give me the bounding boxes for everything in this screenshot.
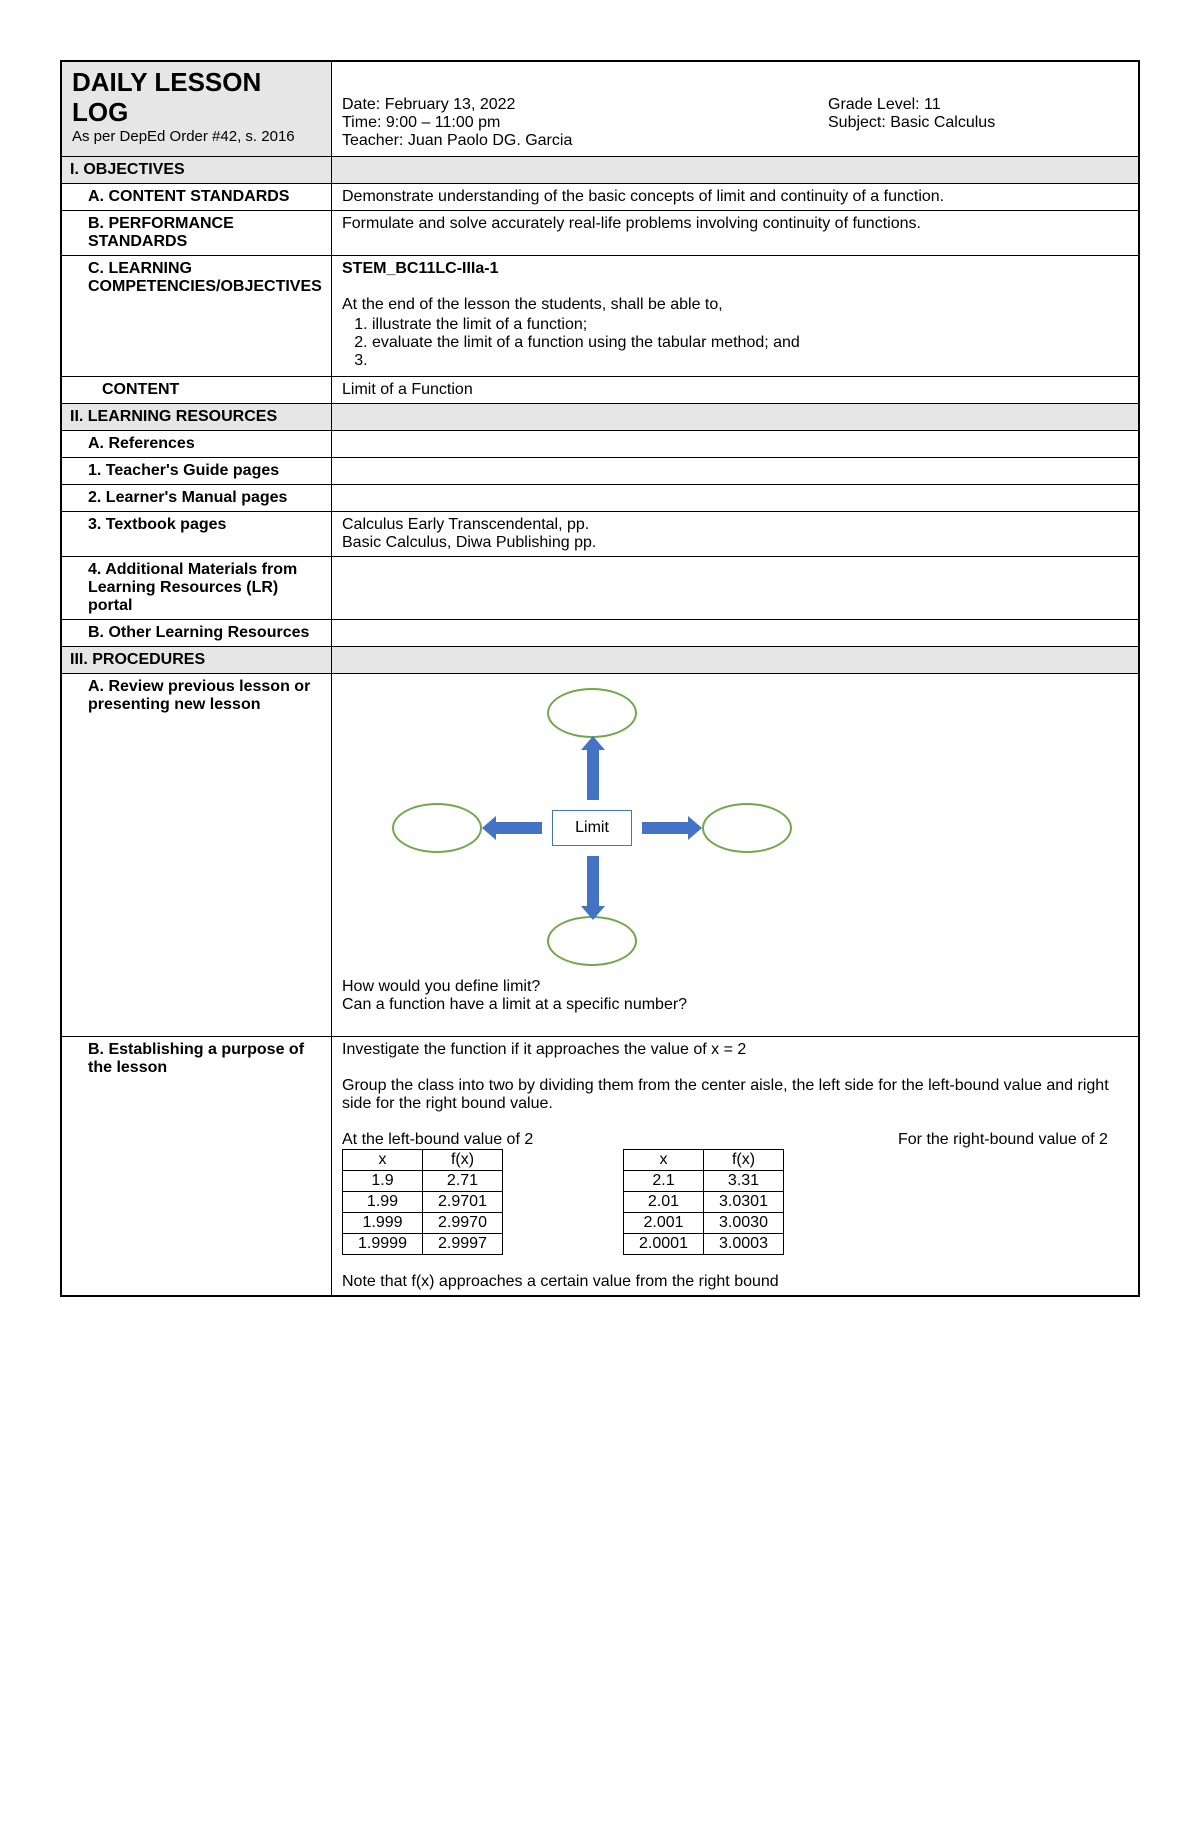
competency-item [372,352,1128,370]
grade-text: Grade Level: 11 [828,96,1128,114]
table-header: x [624,1150,704,1171]
teacher-text: Teacher: Juan Paolo DG. Garcia [342,132,828,150]
table-cell: 1.99 [343,1192,423,1213]
table-header: f(x) [704,1150,784,1171]
header-title-cell: DAILY LESSON LOG As per DepEd Order #42,… [62,62,332,156]
other-resources-label: B. Other Learning Resources [62,620,332,646]
ellipse-icon [392,803,482,853]
arrow-right-icon [688,816,702,840]
table-header: x [343,1150,423,1171]
table-cell: 1.999 [343,1213,423,1234]
table-cell: 1.9 [343,1171,423,1192]
textbook-line: Calculus Early Transcendental, pp. [342,516,1128,534]
performance-standards-text: Formulate and solve accurately real-life… [332,211,1138,255]
content-standards-label: A. CONTENT STANDARDS [62,184,332,210]
section-resources: II. LEARNING RESOURCES [62,404,1138,431]
arrow-up-icon [581,736,605,750]
table-cell: 2.0001 [624,1234,704,1255]
section-heading: III. PROCEDURES [62,647,332,673]
date-text: Date: February 13, 2022 [342,96,828,114]
textbook-text: Calculus Early Transcendental, pp. Basic… [332,512,1138,556]
question-text: Can a function have a limit at a specifi… [342,996,1128,1014]
table-cell: 2.9701 [423,1192,503,1213]
table-cell: 1.9999 [343,1234,423,1255]
competency-item: evaluate the limit of a function using t… [372,334,1128,352]
limit-box: Limit [552,810,632,846]
competency-code: STEM_BC11LC-IIIa-1 [342,260,1128,278]
table-cell: 2.01 [624,1192,704,1213]
table-cell: 2.9970 [423,1213,503,1234]
textbook-line: Basic Calculus, Diwa Publishing pp. [342,534,1128,552]
ellipse-icon [547,688,637,738]
competency-item: illustrate the limit of a function; [372,316,1128,334]
purpose-label: B. Establishing a purpose of the lesson [62,1037,332,1295]
arrow-down-icon [587,856,599,908]
section-procedures: III. PROCEDURES [62,647,1138,674]
review-cell: Limit How would you define limit? Can a … [332,674,1138,1036]
value-tables: xf(x) 1.92.71 1.992.9701 1.9992.9970 1.9… [342,1149,1128,1255]
arrow-down-icon [581,906,605,920]
teachers-guide-label: 1. Teacher's Guide pages [62,458,332,484]
header-row: DAILY LESSON LOG As per DepEd Order #42,… [62,62,1138,157]
time-text: Time: 9:00 – 11:00 pm [342,114,828,132]
section-heading: I. OBJECTIVES [62,157,332,183]
learners-manual-label: 2. Learner's Manual pages [62,485,332,511]
competencies-cell: STEM_BC11LC-IIIa-1 At the end of the les… [332,256,1138,376]
doc-subtitle: As per DepEd Order #42, s. 2016 [72,128,321,145]
competencies-label: C. LEARNING COMPETENCIES/OBJECTIVES [62,256,332,376]
section-heading: II. LEARNING RESOURCES [62,404,332,430]
textbook-label: 3. Textbook pages [62,512,332,556]
arrow-left-icon [494,822,542,834]
competency-list: illustrate the limit of a function; eval… [372,316,1128,370]
right-bound-table: xf(x) 2.13.31 2.013.0301 2.0013.0030 2.0… [623,1149,784,1255]
purpose-text: Investigate the function if it approache… [342,1041,1128,1059]
references-label: A. References [62,431,332,457]
content-text: Limit of a Function [332,377,1138,403]
arrow-left-icon [482,816,496,840]
arrow-right-icon [642,822,690,834]
doc-title: DAILY LESSON LOG [72,68,321,128]
table-header: f(x) [423,1150,503,1171]
header-info-cell: Date: February 13, 2022 Time: 9:00 – 11:… [332,62,1138,156]
question-text: How would you define limit? [342,978,1128,996]
table-cell: 2.1 [624,1171,704,1192]
right-bound-caption: For the right-bound value of 2 [898,1131,1128,1149]
left-bound-table: xf(x) 1.92.71 1.992.9701 1.9992.9970 1.9… [342,1149,503,1255]
lr-portal-label: 4. Additional Materials from Learning Re… [62,557,332,619]
table-cell: 2.001 [624,1213,704,1234]
left-bound-caption: At the left-bound value of 2 [342,1131,898,1149]
table-cell: 2.9997 [423,1234,503,1255]
purpose-cell: Investigate the function if it approache… [332,1037,1138,1295]
subject-text: Subject: Basic Calculus [828,114,1128,132]
performance-standards-label: B. PERFORMANCE STANDARDS [62,211,332,255]
table-cell: 3.0030 [704,1213,784,1234]
ellipse-icon [547,916,637,966]
table-cell: 3.0003 [704,1234,784,1255]
table-cell: 3.31 [704,1171,784,1192]
content-label: CONTENT [62,377,332,403]
table-cell: 3.0301 [704,1192,784,1213]
section-objectives: I. OBJECTIVES [62,157,1138,184]
note-text: Note that f(x) approaches a certain valu… [342,1273,1128,1291]
lesson-log-table: DAILY LESSON LOG As per DepEd Order #42,… [60,60,1140,1297]
competency-intro: At the end of the lesson the students, s… [342,296,1128,314]
ellipse-icon [702,803,792,853]
purpose-text: Group the class into two by dividing the… [342,1077,1128,1113]
arrow-up-icon [587,748,599,800]
content-standards-text: Demonstrate understanding of the basic c… [332,184,1138,210]
review-label: A. Review previous lesson or presenting … [62,674,332,1036]
table-cell: 2.71 [423,1171,503,1192]
limit-diagram: Limit [382,688,802,968]
